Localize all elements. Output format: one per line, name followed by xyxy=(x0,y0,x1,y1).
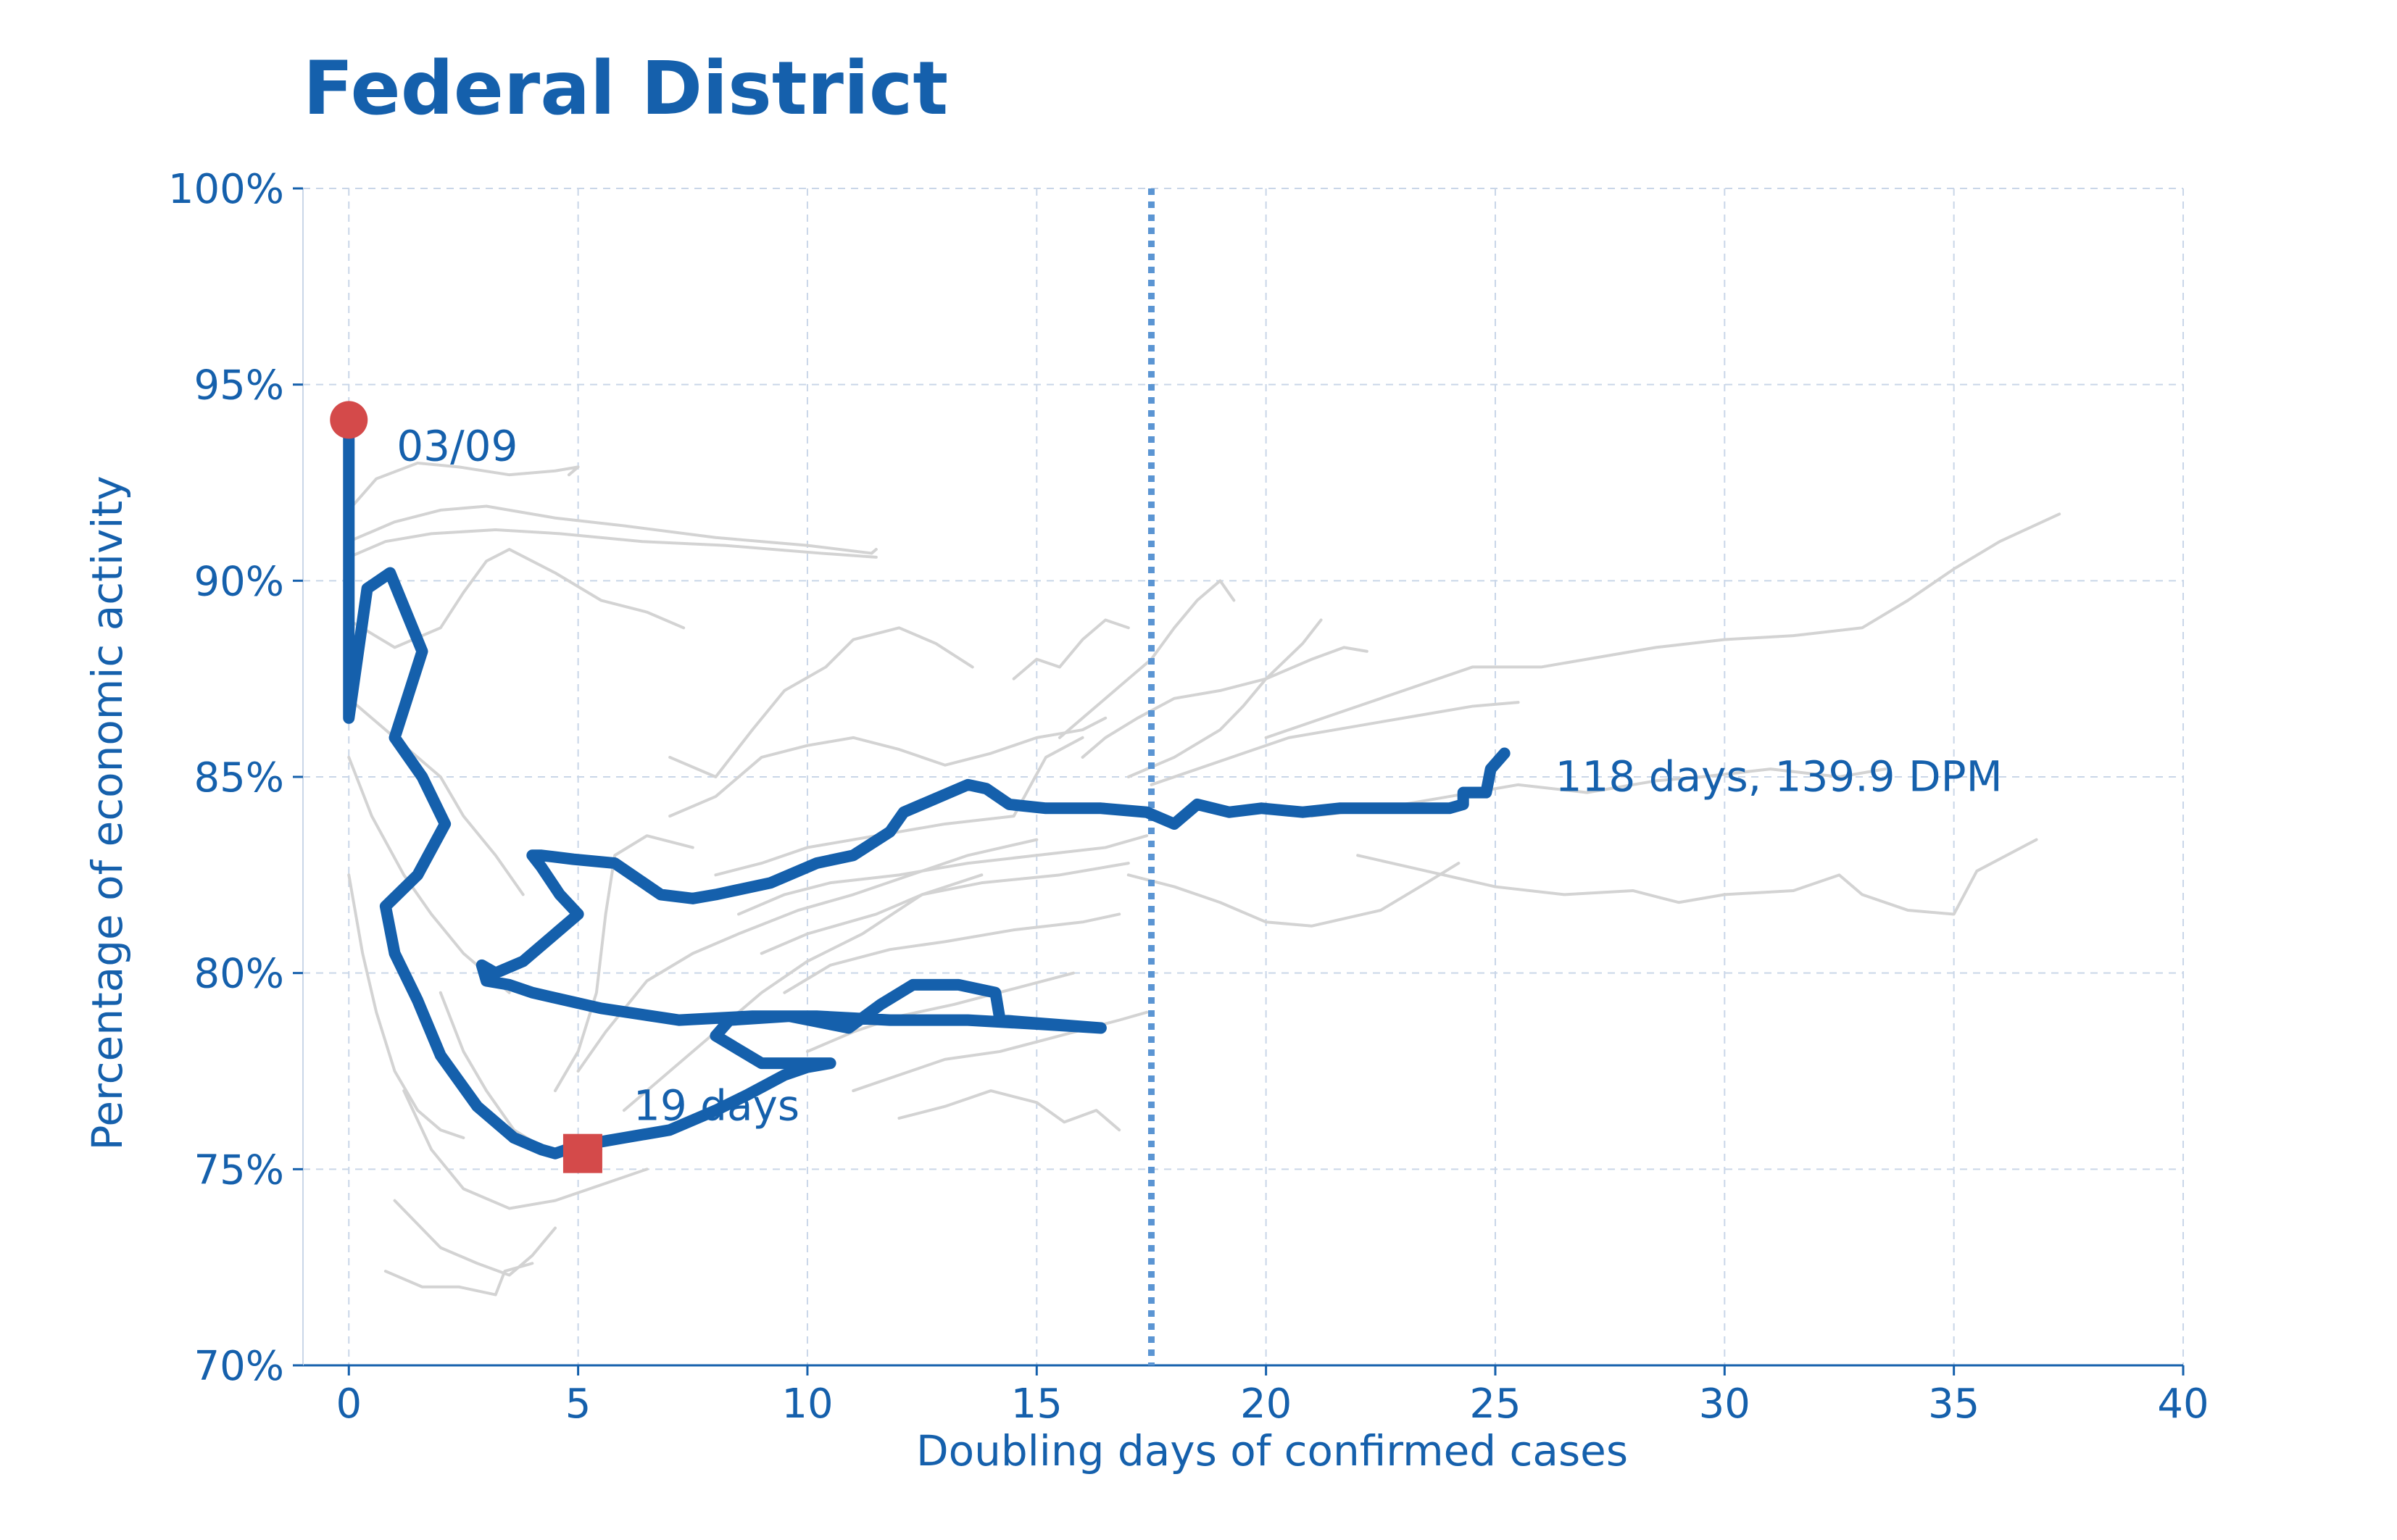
background-series-line xyxy=(1126,862,1461,928)
x-tick-label: 10 xyxy=(781,1381,833,1428)
y-tick-label: 100% xyxy=(168,166,284,213)
background-series-line xyxy=(714,736,1084,877)
background-series-line xyxy=(393,1199,557,1277)
x-tick-label: 35 xyxy=(1928,1381,1980,1428)
background-series-line xyxy=(347,528,878,559)
x-tick-label: 5 xyxy=(565,1381,591,1428)
background-series-line xyxy=(897,1089,1121,1132)
minimum-days-label: 19 days xyxy=(633,1081,799,1131)
x-axis-title: Doubling days of confirmed cases xyxy=(916,1426,1628,1476)
background-series-line xyxy=(1356,838,2038,916)
background-series-line xyxy=(553,834,694,1093)
background-series-line xyxy=(1150,701,1520,786)
background-series-line xyxy=(383,1262,534,1296)
start-marker xyxy=(330,401,368,439)
end-summary-label: 118 days, 139.9 DPM xyxy=(1555,752,2003,802)
x-tick-label: 20 xyxy=(1240,1381,1292,1428)
y-tick-label: 80% xyxy=(194,951,284,998)
background-series-line xyxy=(1012,618,1130,680)
start-date-label: 03/09 xyxy=(396,421,518,470)
background-series-line xyxy=(439,991,603,1160)
y-tick-label: 70% xyxy=(194,1343,284,1390)
highlight-series-line xyxy=(343,414,1511,1160)
background-series-layer xyxy=(347,461,2061,1296)
y-tick-label: 85% xyxy=(194,754,284,802)
background-series-line xyxy=(805,971,1075,1053)
background-series-line xyxy=(1264,512,2061,739)
x-tick-label: 15 xyxy=(1011,1381,1063,1428)
y-tick-label: 95% xyxy=(194,362,284,409)
background-series-line xyxy=(622,873,984,1112)
chart-title: Federal District xyxy=(303,46,949,132)
background-series-line xyxy=(1310,767,1887,818)
background-series-line xyxy=(668,716,1108,818)
y-axis-title: Percentage of economic activity xyxy=(83,475,132,1150)
background-series-line xyxy=(402,1089,649,1210)
background-series-line xyxy=(852,1010,1149,1093)
y-tick-label: 75% xyxy=(194,1146,284,1194)
background-series-line xyxy=(737,834,1149,916)
background-series-line xyxy=(347,873,465,1140)
x-tick-label: 0 xyxy=(336,1381,362,1428)
background-series-line xyxy=(760,862,1130,955)
minimum-marker xyxy=(562,1133,602,1173)
background-series-line xyxy=(1126,618,1323,778)
ticks-layer: 0 5 10 15 20 25 30 35 40 70% 75% 80% 85% 90% 95% 100% xyxy=(168,166,2209,1428)
background-series-line xyxy=(347,504,878,555)
background-series-line xyxy=(347,696,525,896)
background-series-line xyxy=(668,626,974,778)
background-series-line xyxy=(347,461,580,512)
background-series-line xyxy=(1081,646,1368,759)
x-tick-label: 40 xyxy=(2157,1381,2209,1428)
background-series-line xyxy=(783,912,1121,994)
x-tick-label: 30 xyxy=(1699,1381,1750,1428)
x-tick-label: 25 xyxy=(1469,1381,1521,1428)
y-tick-label: 90% xyxy=(194,558,284,605)
